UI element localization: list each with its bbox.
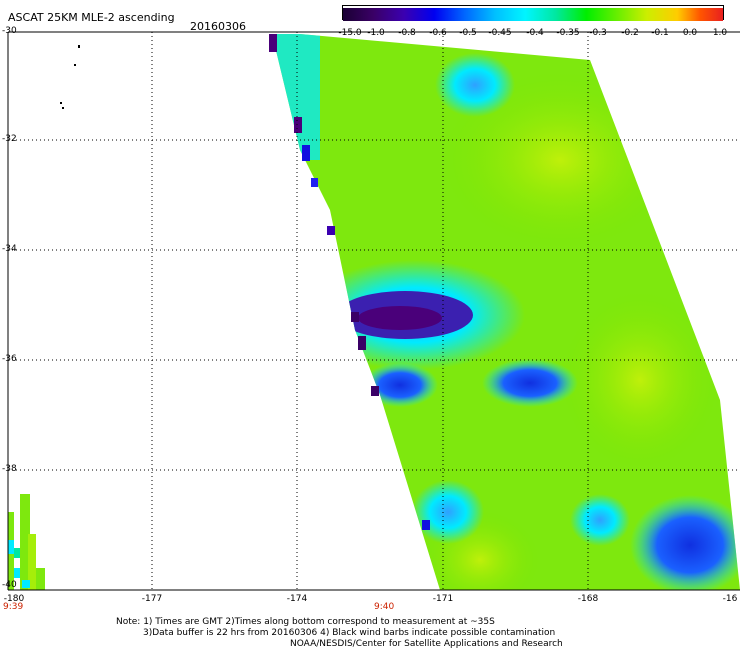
lon-label: -171	[432, 594, 454, 604]
wind-swath-partial	[8, 494, 45, 590]
note-line-1: Note: 1) Times are GMT 2)Times along bot…	[116, 617, 495, 627]
colorbar	[342, 5, 724, 21]
note-line-3: NOAA/NESDIS/Center for Satellite Applica…	[290, 639, 563, 649]
lat-label: -32	[2, 134, 17, 144]
lat-label: -30	[2, 26, 17, 36]
lat-label: -38	[2, 464, 17, 474]
colorbar-labels: -15.0 -1.0 -0.8 -0.6 -0.5 -0.45 -0.4 -0.…	[330, 28, 740, 42]
colorbar-label: -0.45	[488, 28, 512, 38]
colorbar-label: -0.2	[621, 28, 639, 38]
lon-label: -180	[3, 594, 25, 604]
lon-label: -168	[577, 594, 599, 604]
plot-frame	[7, 31, 740, 591]
colorbar-label: -1.0	[367, 28, 385, 38]
colorbar-label: -0.8	[398, 28, 416, 38]
colorbar-label: -0.4	[526, 28, 544, 38]
colorbar-label: -0.35	[556, 28, 580, 38]
colorbar-label: -0.3	[589, 28, 607, 38]
colorbar-label: -0.5	[459, 28, 477, 38]
colorbar-label: 1.0	[712, 28, 728, 38]
time-label: 9:39	[3, 602, 24, 612]
lat-label: -40	[2, 580, 17, 590]
grid-lines	[8, 32, 740, 590]
lat-label: -34	[2, 244, 17, 254]
colorbar-label: 0.0	[682, 28, 698, 38]
colorbar-gradient	[343, 8, 723, 21]
wind-swath	[269, 34, 740, 590]
colorbar-label: -0.6	[429, 28, 447, 38]
lat-label: -36	[2, 354, 17, 364]
note-line-2: 3)Data buffer is 22 hrs from 20160306 4)…	[143, 628, 556, 638]
colorbar-label: -0.1	[651, 28, 669, 38]
colorbar-label: -15.0	[338, 28, 362, 38]
lon-label: -177	[141, 594, 163, 604]
map-date: 20160306	[190, 20, 246, 33]
lon-label: -16	[722, 594, 738, 604]
time-label: 9:40	[374, 602, 395, 612]
contamination-marks	[60, 45, 80, 109]
lon-label: -174	[286, 594, 308, 604]
map-title: ASCAT 25KM MLE-2 ascending	[8, 11, 175, 24]
